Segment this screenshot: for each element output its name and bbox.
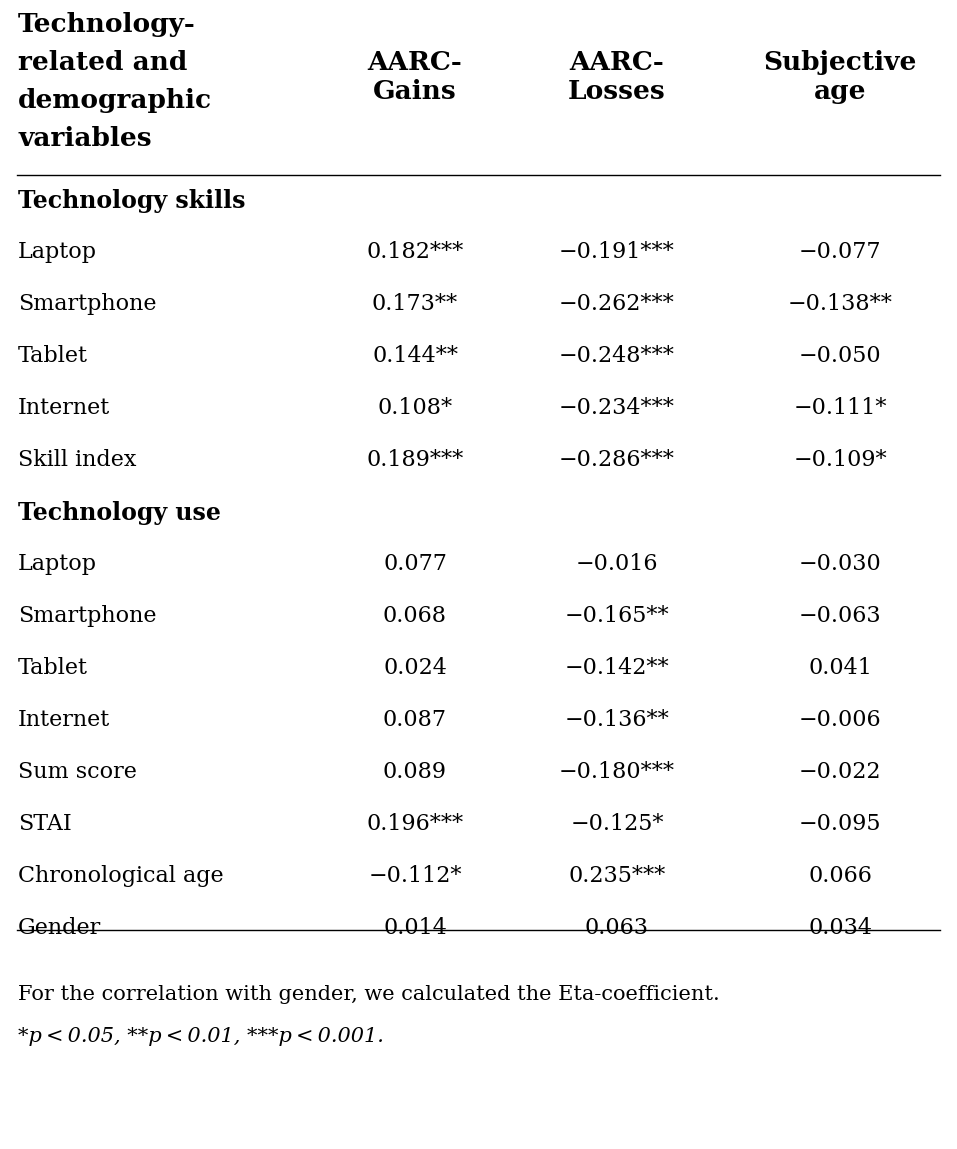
Text: −0.030: −0.030: [799, 553, 881, 574]
Text: 0.182***: 0.182***: [367, 241, 463, 263]
Text: Skill index: Skill index: [18, 449, 137, 471]
Text: 0.196***: 0.196***: [367, 813, 463, 835]
Text: −0.095: −0.095: [799, 813, 881, 835]
Text: −0.063: −0.063: [799, 606, 881, 627]
Text: −0.165**: −0.165**: [565, 606, 669, 627]
Text: −0.248***: −0.248***: [559, 345, 675, 367]
Text: 0.014: 0.014: [383, 917, 447, 939]
Text: −0.142**: −0.142**: [565, 657, 669, 679]
Text: Smartphone: Smartphone: [18, 606, 157, 627]
Text: demographic: demographic: [18, 88, 212, 113]
Text: 0.108*: 0.108*: [377, 398, 453, 419]
Text: 0.087: 0.087: [383, 709, 447, 731]
Text: For the correlation with gender, we calculated the Eta-coefficient.: For the correlation with gender, we calc…: [18, 985, 720, 1004]
Text: −0.112*: −0.112*: [368, 865, 461, 887]
Text: −0.125*: −0.125*: [570, 813, 664, 835]
Text: −0.286***: −0.286***: [559, 449, 675, 471]
Text: Laptop: Laptop: [18, 241, 97, 263]
Text: −0.109*: −0.109*: [793, 449, 887, 471]
Text: −0.262***: −0.262***: [559, 293, 675, 315]
Text: Sum score: Sum score: [18, 761, 137, 782]
Text: related and: related and: [18, 51, 188, 75]
Text: 0.089: 0.089: [383, 761, 447, 782]
Text: −0.111*: −0.111*: [793, 398, 887, 419]
Text: AARC-
Losses: AARC- Losses: [568, 51, 666, 105]
Text: 0.173**: 0.173**: [372, 293, 458, 315]
Text: 0.068: 0.068: [383, 606, 447, 627]
Text: 0.034: 0.034: [808, 917, 872, 939]
Text: −0.077: −0.077: [799, 241, 881, 263]
Text: Internet: Internet: [18, 398, 110, 419]
Text: 0.024: 0.024: [383, 657, 447, 679]
Text: Subjective
age: Subjective age: [764, 51, 917, 105]
Text: 0.189***: 0.189***: [367, 449, 463, 471]
Text: *p < 0.05, **p < 0.01, ***p < 0.001.: *p < 0.05, **p < 0.01, ***p < 0.001.: [18, 1027, 384, 1046]
Text: Smartphone: Smartphone: [18, 293, 157, 315]
Text: Gender: Gender: [18, 917, 101, 939]
Text: −0.022: −0.022: [799, 761, 881, 782]
Text: −0.016: −0.016: [576, 553, 658, 574]
Text: 0.235***: 0.235***: [568, 865, 666, 887]
Text: 0.077: 0.077: [383, 553, 447, 574]
Text: Technology use: Technology use: [18, 501, 221, 525]
Text: 0.144**: 0.144**: [372, 345, 458, 367]
Text: Tablet: Tablet: [18, 345, 88, 367]
Text: 0.066: 0.066: [808, 865, 872, 887]
Text: −0.180***: −0.180***: [559, 761, 675, 782]
Text: Chronological age: Chronological age: [18, 865, 224, 887]
Text: −0.050: −0.050: [799, 345, 881, 367]
Text: Laptop: Laptop: [18, 553, 97, 574]
Text: Internet: Internet: [18, 709, 110, 731]
Text: −0.138**: −0.138**: [788, 293, 893, 315]
Text: Technology skills: Technology skills: [18, 188, 246, 213]
Text: −0.191***: −0.191***: [559, 241, 675, 263]
Text: STAI: STAI: [18, 813, 72, 835]
Text: −0.234***: −0.234***: [559, 398, 675, 419]
Text: variables: variables: [18, 126, 151, 151]
Text: 0.041: 0.041: [808, 657, 872, 679]
Text: −0.006: −0.006: [799, 709, 881, 731]
Text: Tablet: Tablet: [18, 657, 88, 679]
Text: Technology-: Technology-: [18, 11, 196, 37]
Text: −0.136**: −0.136**: [565, 709, 669, 731]
Text: AARC-
Gains: AARC- Gains: [367, 51, 462, 105]
Text: 0.063: 0.063: [585, 917, 649, 939]
